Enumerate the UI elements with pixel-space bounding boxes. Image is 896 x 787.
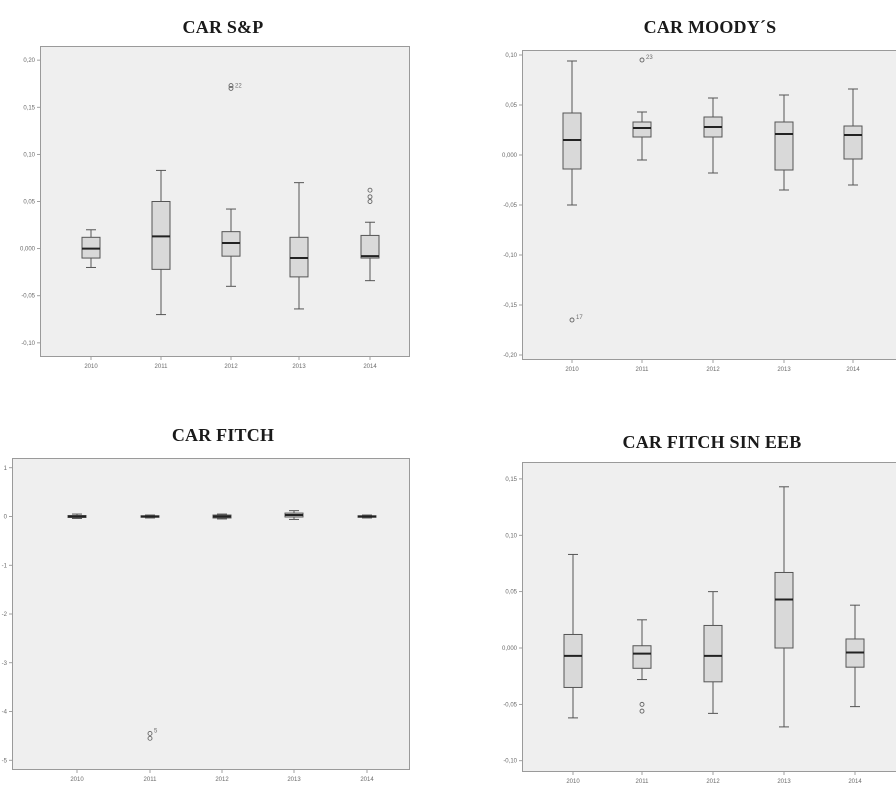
y-tick-label: 0,05 [505, 590, 517, 596]
y-tick-label: -0,10 [503, 253, 517, 259]
y-tick-label: -1 [2, 563, 8, 569]
outlier-label: 23 [646, 55, 653, 61]
y-tick-label: -0,10 [503, 759, 517, 765]
y-tick-label: -0,05 [503, 203, 517, 209]
x-tick-label: 2012 [706, 367, 720, 373]
box [843, 125, 863, 160]
outlier-point [367, 187, 373, 193]
x-tick-label: 2013 [777, 367, 791, 373]
box [774, 571, 794, 649]
box [703, 624, 723, 683]
box [360, 234, 380, 259]
x-tick-label: 2014 [363, 364, 377, 370]
outlier-point [147, 735, 153, 741]
y-tick-label: 0,20 [23, 58, 35, 64]
y-tick-label: -4 [2, 710, 8, 716]
chart-title-fitch: CAR FITCH [171, 425, 275, 445]
y-tick-label: 0 [4, 515, 8, 521]
x-tick-label: 2012 [706, 779, 720, 785]
outlier-label: 5 [154, 728, 158, 734]
box [563, 633, 583, 688]
outlier-point [639, 708, 645, 714]
outlier-point [639, 701, 645, 707]
x-tick-label: 2010 [566, 779, 580, 785]
y-tick-label: 1 [4, 466, 8, 472]
y-tick-label: 0,10 [505, 533, 517, 539]
y-tick-label: 0,05 [23, 200, 35, 206]
x-tick-label: 2011 [155, 364, 169, 370]
x-tick-label: 2011 [636, 367, 650, 373]
y-tick-label: -0,15 [503, 303, 517, 309]
x-tick-label: 2011 [636, 779, 650, 785]
x-tick-label: 2014 [846, 367, 860, 373]
outlier-point [228, 83, 234, 89]
chart-title-moodys: CAR MOODY´S [643, 17, 777, 37]
outlier-point [367, 194, 373, 200]
plot-area-fitch [12, 458, 410, 770]
y-tick-label: -3 [2, 661, 8, 667]
x-tick-label: 2012 [224, 364, 238, 370]
outlier-point [147, 730, 153, 736]
x-tick-label: 2013 [287, 777, 301, 783]
y-tick-label: 0,10 [23, 152, 35, 158]
y-tick-label: -0,05 [21, 294, 35, 300]
outlier-point [569, 317, 575, 323]
outlier-point [228, 85, 234, 91]
x-tick-label: 2010 [565, 367, 579, 373]
x-tick-label: 2012 [215, 777, 229, 783]
box [632, 645, 652, 669]
box [774, 121, 794, 171]
outlier-point [639, 57, 645, 63]
plot-area-moodys [522, 50, 896, 360]
x-tick-label: 2014 [848, 779, 862, 785]
y-tick-label: 0,05 [505, 103, 517, 109]
outlier-point [367, 199, 373, 204]
y-tick-label: 0,15 [505, 477, 517, 483]
y-tick-label: 0,000 [20, 247, 36, 253]
y-tick-label: -5 [2, 758, 8, 764]
y-tick-label: -0,10 [21, 341, 35, 347]
chart-title-sp: CAR S&P [182, 17, 264, 37]
x-tick-label: 2010 [84, 364, 98, 370]
plot-area-fitch-sin-eeb [522, 462, 896, 772]
y-tick-label: -0,05 [503, 702, 517, 708]
y-tick-label: -0,20 [503, 353, 517, 359]
y-tick-label: 0,000 [502, 153, 518, 159]
x-tick-label: 2010 [70, 777, 84, 783]
y-tick-label: 0,10 [505, 53, 517, 59]
x-tick-label: 2013 [777, 779, 791, 785]
x-tick-label: 2011 [144, 777, 158, 783]
outlier-label: 22 [235, 83, 242, 89]
chart-title-fitch-sin-eeb: CAR FITCH SIN EEB [622, 432, 802, 452]
y-tick-label: 0,15 [23, 105, 35, 111]
x-tick-label: 2014 [360, 777, 374, 783]
box [632, 121, 652, 138]
y-tick-label: -2 [2, 612, 8, 618]
plot-area-sp [40, 46, 410, 357]
y-tick-label: 0,000 [502, 646, 518, 652]
x-tick-label: 2013 [292, 364, 306, 370]
outlier-label: 17 [576, 315, 583, 321]
